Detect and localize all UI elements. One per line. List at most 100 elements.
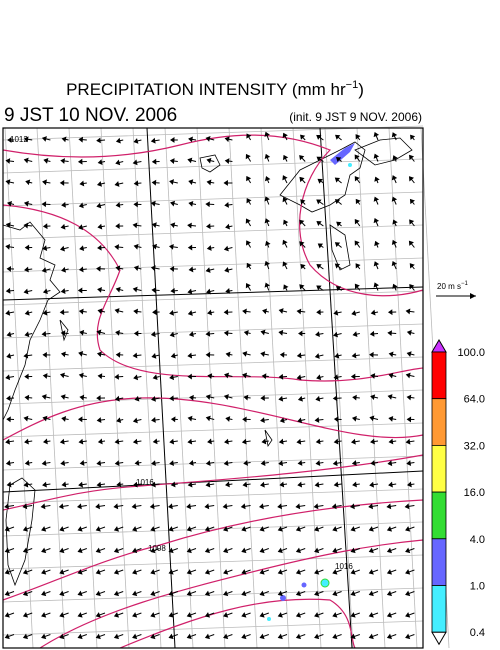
- wind-arrow-head: [151, 417, 156, 423]
- wind-arrow-head: [5, 222, 11, 228]
- wind-arrow-head: [224, 136, 230, 143]
- wind-arrow-head: [168, 569, 174, 575]
- wind-arrow-head: [295, 633, 302, 640]
- wind-arrow-head: [5, 460, 11, 466]
- grid-line: [2, 620, 424, 636]
- wind-arrow-head: [260, 481, 265, 488]
- wind-arrow-head: [5, 243, 11, 250]
- wind-arrow-head: [60, 223, 66, 230]
- isobar-label: 1008: [148, 544, 166, 553]
- wind-arrow-head: [225, 481, 230, 488]
- isobar: [39, 539, 424, 649]
- wind-arrow-head: [5, 438, 11, 445]
- grid-line: [196, 127, 226, 649]
- grid-line: [132, 127, 162, 649]
- wind-arrow-head: [78, 481, 83, 488]
- grid-line: [228, 127, 258, 649]
- wind-arrow-head: [259, 590, 265, 597]
- wind-arrow-head: [332, 395, 338, 402]
- wind-arrow-head: [114, 181, 120, 187]
- wind-arrow-head: [42, 309, 48, 316]
- wind-arrow-head: [114, 438, 120, 445]
- wind-arrow-head: [114, 395, 120, 402]
- title-end: ): [358, 80, 364, 99]
- wind-arrow-head: [59, 438, 65, 445]
- wind-arrow-head: [169, 460, 174, 467]
- wind-arrow-head: [133, 180, 139, 187]
- wind-arrow-head: [223, 569, 229, 575]
- colorbar-over: [431, 339, 447, 353]
- wind-arrow-head: [22, 633, 29, 640]
- precip-cell: [320, 578, 330, 588]
- wind-arrow-head: [132, 159, 138, 166]
- wind-arrow-head: [259, 612, 265, 618]
- wind-arrow-head: [79, 329, 85, 336]
- isobar-label: 1012: [10, 135, 28, 144]
- wind-arrow-head: [350, 547, 356, 554]
- wind-arrow-head: [405, 308, 411, 315]
- wind-arrow-head: [170, 137, 175, 143]
- wind-arrow-head: [23, 200, 29, 207]
- wind-arrow-head: [300, 199, 306, 205]
- wind-arrow-head: [187, 415, 193, 422]
- wind-arrow-head: [188, 331, 194, 337]
- wind-arrow-head: [264, 260, 270, 267]
- wind-arrow-head: [187, 481, 193, 488]
- wind-arrow-head: [187, 438, 193, 445]
- wind-arrow-head: [6, 331, 12, 338]
- wind-arrow-head: [224, 158, 230, 164]
- wind-arrow-head: [316, 374, 322, 381]
- wind-arrow-head: [350, 526, 356, 532]
- coastline: [199, 154, 221, 173]
- grid-line: [2, 158, 424, 174]
- wind-arrow-head: [115, 159, 121, 166]
- wind-arrow-head: [41, 267, 47, 273]
- wind-arrow-head: [170, 287, 176, 294]
- wind-arrow-head: [42, 179, 47, 186]
- wind-arrow-head: [24, 244, 30, 251]
- wind-arrow-head: [151, 222, 157, 228]
- wind-arrow-head: [41, 569, 47, 575]
- wind-arrow-head: [316, 309, 321, 316]
- wind-arrow-head: [152, 309, 157, 316]
- wind-arrow-head: [205, 330, 211, 337]
- wind-arrow-head: [391, 196, 398, 202]
- wind-arrow-head: [95, 612, 101, 618]
- wind-arrow-head: [152, 374, 158, 381]
- precipitation: [267, 143, 355, 621]
- wind-arrow-head: [316, 134, 322, 140]
- wind-arrow-head: [97, 223, 103, 230]
- wind-arrow-head: [186, 526, 192, 532]
- wind-arrow-head: [369, 330, 375, 337]
- wind-arrow-head: [96, 351, 102, 358]
- wind-arrow-head: [22, 503, 28, 510]
- wind-arrow-head: [368, 503, 374, 510]
- wind-arrow-head: [168, 547, 174, 554]
- wind-arrow-head: [133, 201, 138, 208]
- wind-arrow-head: [114, 373, 119, 380]
- wind-arrow-head: [42, 288, 48, 295]
- projection-lines: [2, 127, 424, 649]
- wind-arrow-head: [405, 526, 411, 532]
- colorbar-label: 32.0: [464, 440, 485, 452]
- wind-arrow-head: [79, 180, 85, 187]
- wind-arrow-head: [115, 223, 120, 230]
- wind-arrow-head: [242, 308, 247, 315]
- wind-arrow-head: [242, 416, 247, 423]
- colorbar-segment: [431, 585, 447, 633]
- colorbar-segment: [431, 351, 447, 400]
- wind-arrow-head: [60, 330, 66, 337]
- wind-arrow-head: [150, 547, 156, 554]
- wind-arrow-head: [169, 158, 175, 164]
- wind-arrow-head: [388, 481, 393, 488]
- wind-arrow-head: [241, 547, 247, 554]
- wind-arrow-head: [350, 373, 356, 380]
- wind-arrow-head: [392, 219, 398, 225]
- wind-arrow-head: [79, 460, 85, 466]
- precip-cell: [301, 582, 307, 588]
- wind-arrow-head: [315, 395, 321, 402]
- wind-arrow-head: [78, 372, 84, 379]
- wind-arrow-head: [114, 244, 120, 250]
- wind-arrow-head: [334, 177, 341, 183]
- wind-arrow-head: [96, 395, 101, 402]
